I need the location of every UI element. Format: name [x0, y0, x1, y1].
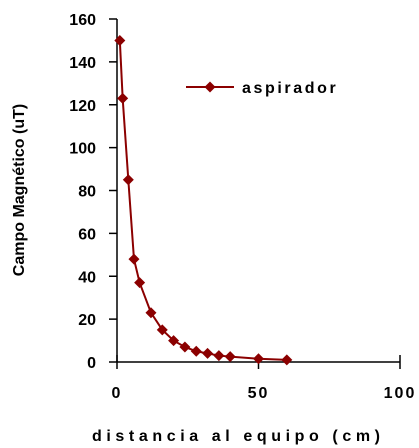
x-tick-label: 100 — [384, 385, 417, 402]
y-tick-label: 140 — [69, 55, 96, 72]
y-tick-label: 0 — [87, 355, 96, 372]
y-tick-label: 100 — [69, 141, 96, 158]
data-point-marker — [253, 353, 264, 365]
x-axis-title: distancia al equipo (cm) — [92, 428, 380, 445]
series-layer — [114, 34, 293, 366]
data-point-marker — [224, 351, 236, 363]
data-point-marker — [114, 34, 126, 46]
data-point-marker — [134, 277, 146, 289]
data-point-marker — [156, 324, 168, 336]
axes — [116, 19, 400, 363]
legend: aspirador — [186, 80, 338, 97]
y-tick-label: 120 — [69, 98, 96, 115]
data-point-marker — [168, 335, 180, 347]
x-tick-label: 0 — [112, 385, 123, 402]
legend-diamond-marker — [204, 81, 216, 93]
data-point-marker — [122, 174, 134, 186]
y-tick-label: 20 — [78, 312, 96, 329]
data-point-marker — [202, 347, 214, 359]
data-point-marker — [117, 92, 129, 104]
legend-label: aspirador — [242, 80, 338, 97]
x-tick-label: 50 — [248, 385, 270, 402]
y-tick-label: 60 — [78, 226, 96, 243]
data-point-marker — [213, 350, 225, 362]
data-point-marker — [281, 354, 293, 366]
y-tick-label: 40 — [78, 269, 96, 286]
data-point-marker — [179, 341, 191, 353]
data-point-marker — [128, 253, 140, 265]
data-point-marker — [145, 307, 157, 319]
data-point-marker — [190, 345, 202, 357]
y-tick-label: 160 — [69, 12, 96, 29]
y-tick-label: 80 — [78, 184, 96, 201]
y-axis-title: Campo Magnético (uT) — [11, 104, 28, 276]
y-ticks: 0 20 40 60 80 100 120 140 160 — [69, 12, 117, 372]
